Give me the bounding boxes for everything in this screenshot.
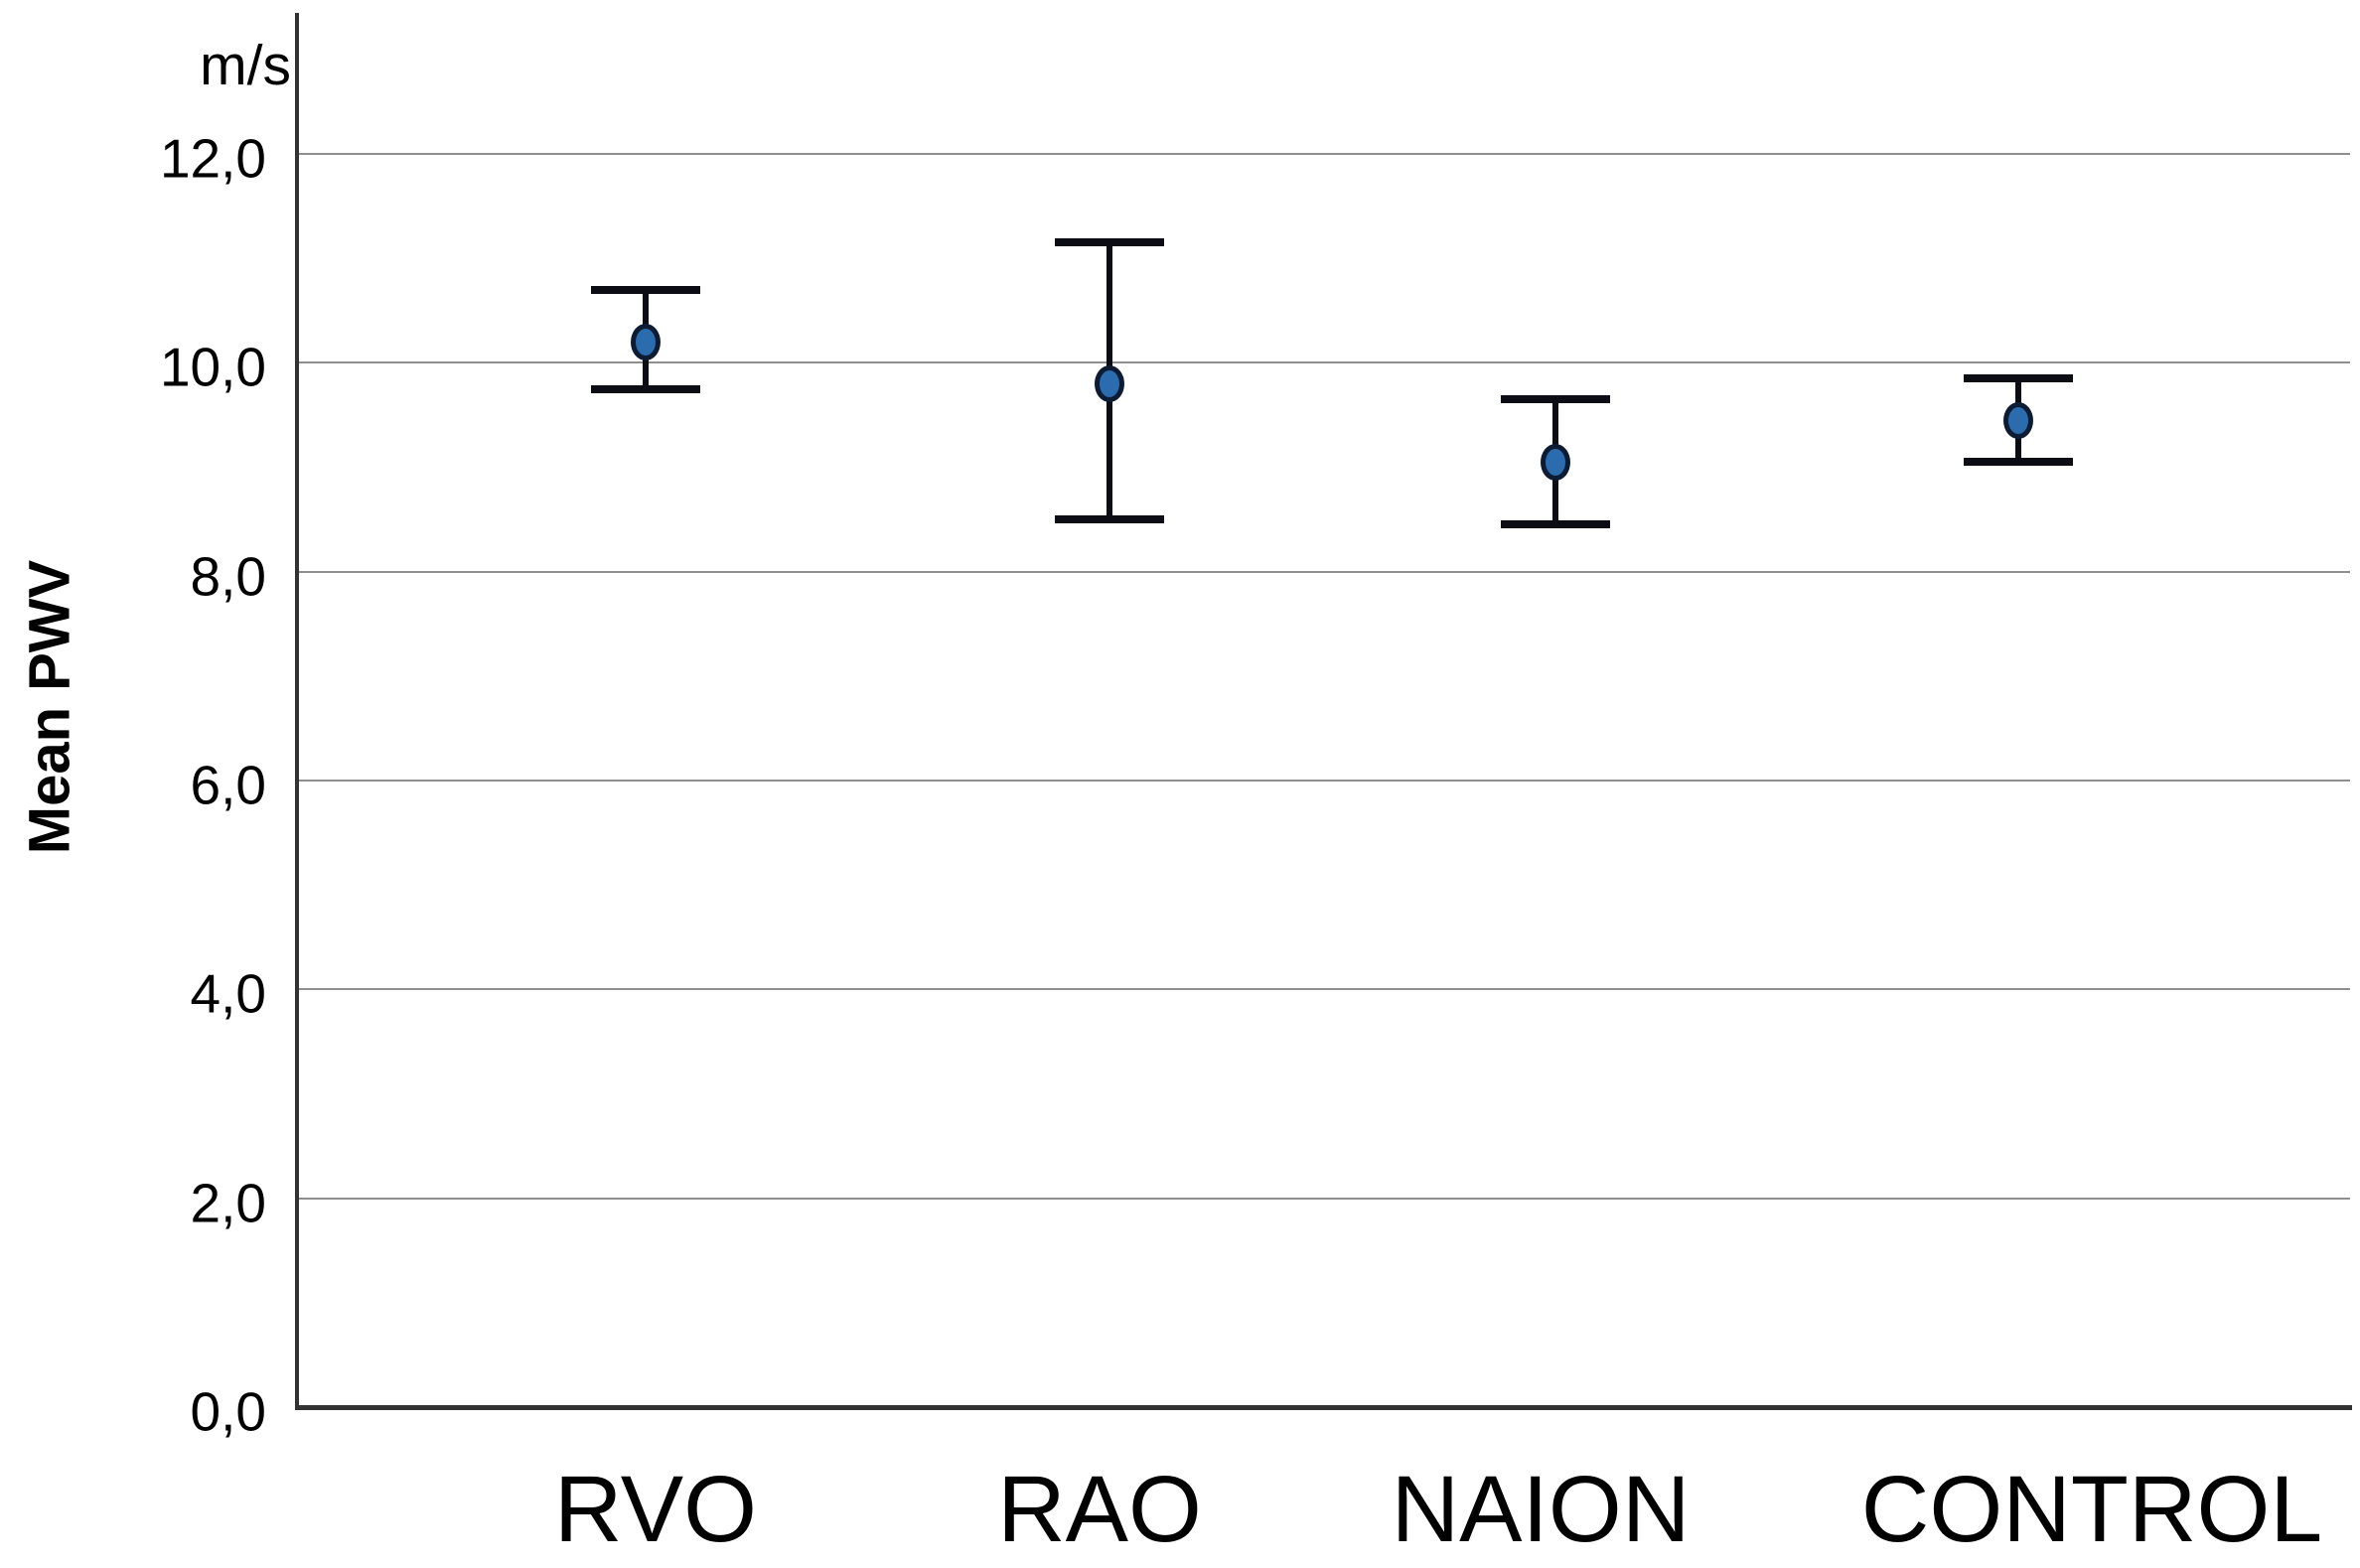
y-axis-line bbox=[295, 13, 299, 1410]
y-tick-label-6,0: 6,0 bbox=[190, 754, 266, 816]
mean-marker-naion bbox=[1541, 444, 1570, 481]
error-bar-lower-cap bbox=[1964, 458, 2073, 466]
y-axis-title: Mean PWV bbox=[17, 559, 82, 855]
category-label-control: CONTROL bbox=[1860, 1457, 2323, 1562]
gridline-y-10,0 bbox=[299, 361, 2350, 363]
error-bar-upper-cap bbox=[1501, 395, 1610, 403]
category-label-naion: NAION bbox=[1391, 1457, 1691, 1562]
y-tick-label-12,0: 12,0 bbox=[159, 127, 266, 190]
category-label-rao: RAO bbox=[997, 1457, 1202, 1562]
y-tick-label-0,0: 0,0 bbox=[190, 1380, 266, 1443]
category-label-rvo: RVO bbox=[553, 1457, 758, 1562]
y-tick-label-10,0: 10,0 bbox=[159, 336, 266, 398]
x-axis-line bbox=[295, 1405, 2352, 1410]
error-bar-lower-cap bbox=[1055, 515, 1164, 523]
y-tick-label-8,0: 8,0 bbox=[190, 545, 266, 608]
mean-marker-control bbox=[2003, 402, 2033, 439]
gridline-y-8,0 bbox=[299, 571, 2350, 573]
mean-marker-rao bbox=[1095, 365, 1124, 402]
y-tick-label-2,0: 2,0 bbox=[190, 1172, 266, 1234]
gridline-y-2,0 bbox=[299, 1198, 2350, 1200]
error-bar-upper-cap bbox=[1964, 374, 2073, 382]
y-tick-label-4,0: 4,0 bbox=[190, 962, 266, 1025]
gridline-y-12,0 bbox=[299, 153, 2350, 155]
error-bar-upper-cap bbox=[1055, 238, 1164, 246]
y-axis-unit-label: m/s bbox=[200, 34, 291, 97]
mean-marker-rvo bbox=[631, 324, 661, 360]
error-bar-lower-cap bbox=[591, 385, 700, 393]
gridline-y-6,0 bbox=[299, 780, 2350, 782]
gridline-y-4,0 bbox=[299, 988, 2350, 990]
error-bar-upper-cap bbox=[591, 286, 700, 294]
error-bar-lower-cap bbox=[1501, 520, 1610, 528]
